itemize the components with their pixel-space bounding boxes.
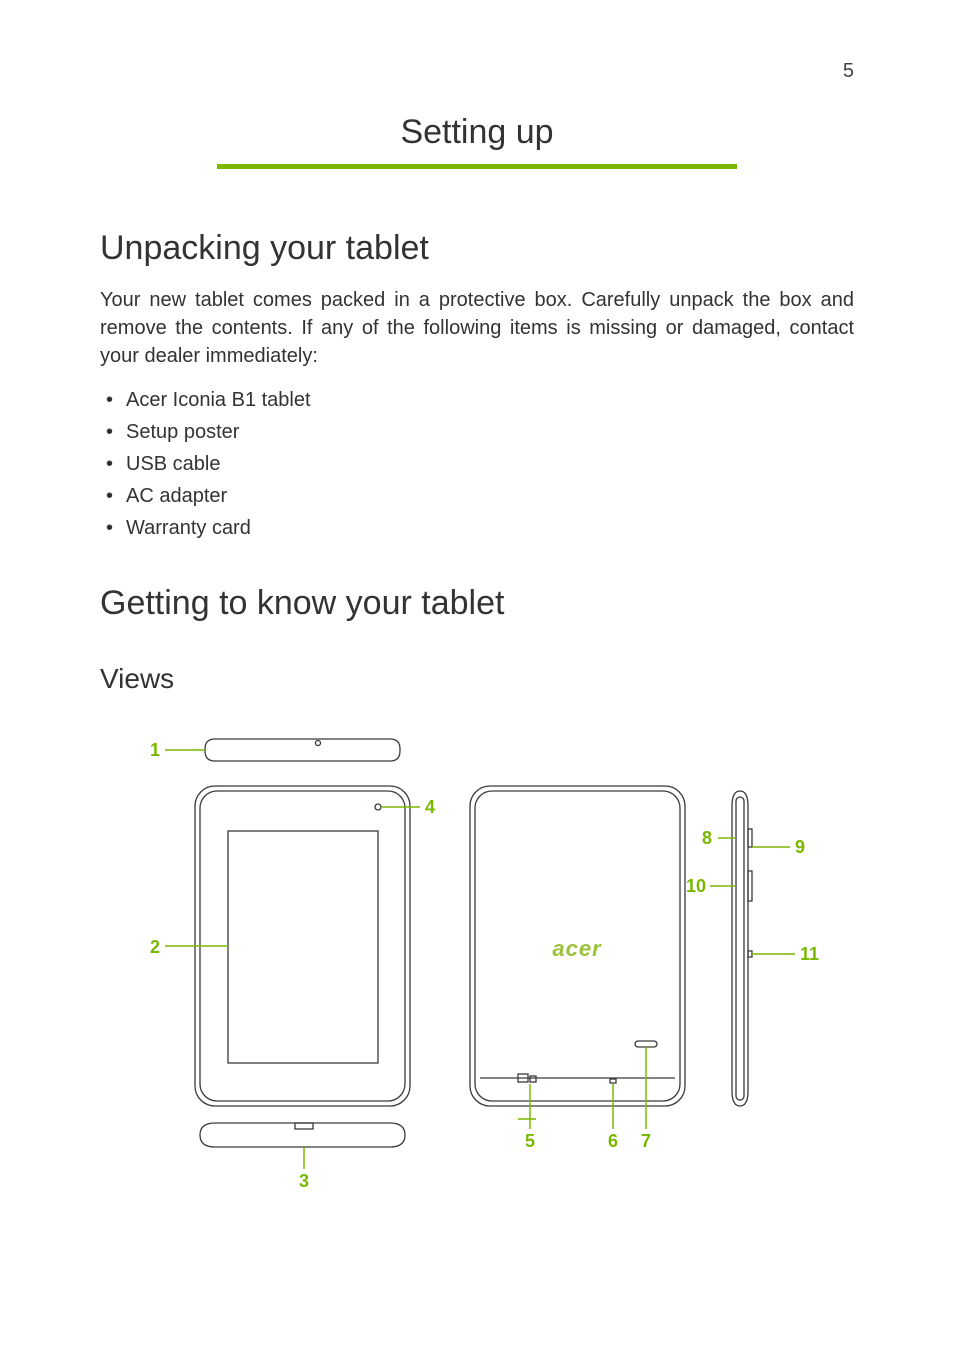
callout-6: 6	[608, 1131, 618, 1151]
list-item: Warranty card	[100, 512, 854, 544]
chapter-underline	[217, 164, 737, 169]
chapter-title: Setting up	[100, 113, 854, 152]
callout-5: 5	[525, 1131, 535, 1151]
brand-logo: acer	[552, 936, 602, 961]
intro-paragraph: Your new tablet comes packed in a protec…	[100, 286, 854, 370]
callout-4: 4	[425, 797, 435, 817]
callout-8: 8	[702, 828, 712, 848]
top-edge-view: 1	[150, 739, 400, 761]
section-heading-unpacking: Unpacking your tablet	[100, 229, 854, 268]
callout-11: 11	[800, 944, 819, 964]
side-view: 8 9 10 11	[686, 791, 819, 1106]
callout-10: 10	[686, 876, 706, 896]
callout-2: 2	[150, 937, 160, 957]
tablet-views-diagram: 1 4 2 3 acer	[100, 721, 854, 1196]
back-view: acer 5 6 7	[470, 786, 685, 1151]
list-item: AC adapter	[100, 480, 854, 512]
package-contents-list: Acer Iconia B1 tablet Setup poster USB c…	[100, 384, 854, 544]
page-number: 5	[100, 60, 854, 83]
subheading-views: Views	[100, 663, 854, 695]
callout-9: 9	[795, 837, 805, 857]
callout-1: 1	[150, 740, 160, 760]
front-view: 4 2	[150, 786, 435, 1106]
callout-3: 3	[299, 1171, 309, 1191]
list-item: USB cable	[100, 448, 854, 480]
list-item: Setup poster	[100, 416, 854, 448]
bottom-edge-view: 3	[200, 1123, 405, 1191]
views-svg: 1 4 2 3 acer	[100, 721, 860, 1191]
callout-7: 7	[641, 1131, 651, 1151]
list-item: Acer Iconia B1 tablet	[100, 384, 854, 416]
section-heading-getting-to-know: Getting to know your tablet	[100, 584, 854, 623]
